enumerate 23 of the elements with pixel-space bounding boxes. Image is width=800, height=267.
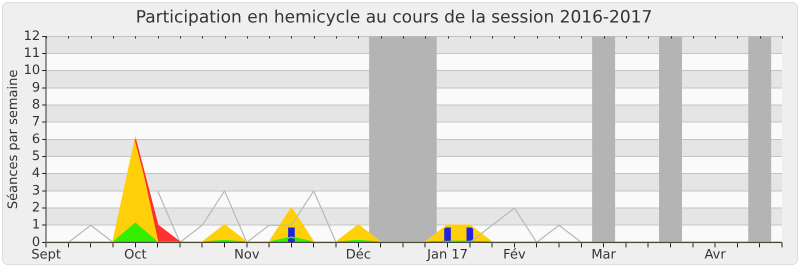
x-tick-label: Nov (234, 248, 260, 263)
x-tick-label: Déc (346, 248, 371, 263)
y-tick-label: 4 (32, 166, 40, 182)
y-tick-label: 6 (32, 132, 40, 147)
y-tick-label: 9 (32, 80, 40, 96)
x-tick-label: Oct (124, 248, 147, 263)
x-tick-label: Sept (31, 248, 61, 263)
chart-title: Participation en hemicycle au cours de la session 2016-2017 (136, 8, 652, 28)
y-tick-label: 11 (24, 46, 40, 61)
y-tick-label: 7 (32, 114, 40, 130)
y-tick-label: 10 (24, 63, 40, 78)
y-tick-label: 5 (32, 148, 40, 164)
x-tick-label: Mar (591, 248, 617, 263)
x-tick-label: Fév (503, 248, 526, 263)
y-tick-label: 1 (32, 218, 40, 233)
y-tick-label: 2 (32, 200, 40, 216)
y-tick-label: 8 (32, 97, 40, 112)
x-tick-label: Jan 17 (426, 248, 468, 263)
y-axis-title: Séances par semaine (6, 70, 22, 210)
y-tick-label: 12 (24, 28, 40, 44)
y-tick-label: 3 (32, 183, 40, 198)
x-tick-label: Avr (704, 248, 726, 263)
y-tick-label: 0 (32, 234, 40, 250)
